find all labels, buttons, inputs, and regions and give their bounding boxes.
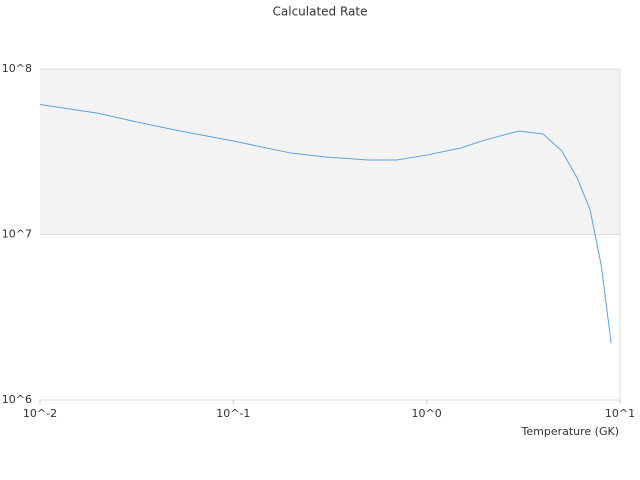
x-tick-label: 10^-2 [23, 407, 57, 420]
y-tick-label: 10^8 [2, 62, 32, 75]
x-tick-label: 10^0 [412, 407, 442, 420]
y-tick-label: 10^6 [2, 393, 32, 406]
x-tick-label: 10^1 [605, 407, 635, 420]
y-tick-label: 10^7 [2, 228, 32, 241]
plot-band [40, 69, 620, 235]
x-axis-label: Temperature (GK) [521, 425, 620, 438]
data-line [39, 104, 612, 344]
chart-title: Calculated Rate [273, 5, 368, 19]
x-tick-label: 10^-1 [216, 407, 250, 420]
